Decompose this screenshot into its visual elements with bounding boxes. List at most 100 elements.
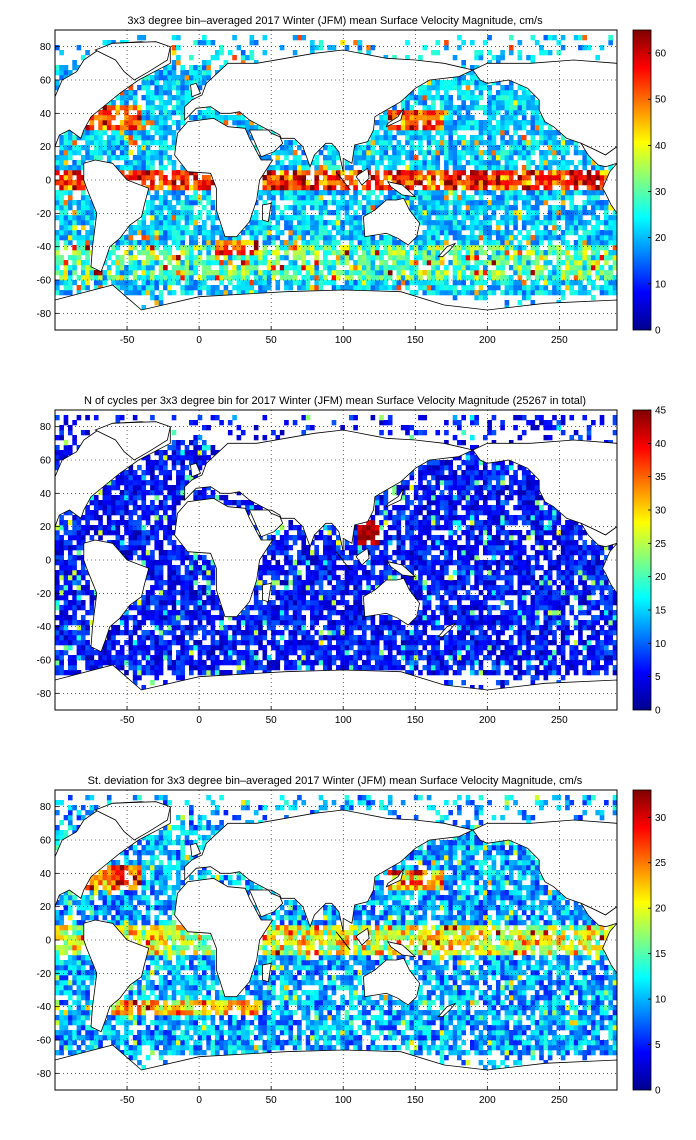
heatmap-cell	[374, 160, 380, 166]
heatmap-cell	[167, 615, 173, 621]
heatmap-cell	[409, 145, 415, 151]
heatmap-cell	[418, 135, 423, 141]
heatmap-cell	[595, 645, 600, 651]
heatmap-cell	[599, 655, 605, 661]
heatmap-cell	[318, 610, 324, 616]
heatmap-cell	[171, 145, 177, 151]
heatmap-cell	[495, 185, 501, 191]
heatmap-cell	[55, 655, 60, 661]
heatmap-cell	[457, 635, 462, 641]
heatmap-cell	[526, 285, 531, 291]
heatmap-cell	[465, 215, 471, 221]
heatmap-cell	[310, 250, 315, 256]
heatmap-cell	[141, 135, 147, 141]
heatmap-cell	[102, 640, 108, 646]
heatmap-cell	[301, 225, 307, 231]
heatmap-cell	[530, 115, 536, 121]
heatmap-cell	[305, 265, 311, 271]
heatmap-cell	[305, 250, 311, 256]
heatmap-cell	[495, 280, 501, 286]
heatmap-cell	[495, 175, 501, 181]
heatmap-cell	[336, 630, 341, 636]
heatmap-cell	[413, 170, 419, 176]
heatmap-cell	[418, 90, 423, 96]
heatmap-cell	[400, 280, 406, 286]
heatmap-cell	[124, 620, 129, 626]
heatmap-cell	[400, 265, 406, 271]
heatmap-cell	[426, 125, 432, 131]
heatmap-cell	[474, 215, 479, 221]
heatmap-cell	[98, 150, 103, 156]
heatmap-cell	[539, 630, 544, 636]
heatmap-cell	[336, 625, 341, 631]
heatmap-cell	[543, 665, 549, 671]
heatmap-cell	[604, 175, 609, 181]
heatmap-cell	[534, 140, 540, 146]
heatmap-cell	[214, 50, 220, 56]
heatmap-cell	[115, 665, 121, 671]
heatmap-cell	[201, 185, 207, 191]
heatmap-cell	[439, 260, 445, 266]
heatmap-cell	[158, 645, 164, 651]
heatmap-cell	[72, 170, 77, 176]
heatmap-cell	[158, 200, 164, 206]
heatmap-cell	[478, 620, 484, 626]
heatmap-cell	[452, 235, 458, 241]
heatmap-cell	[547, 240, 553, 246]
heatmap-cell	[141, 260, 147, 266]
heatmap-cell	[301, 200, 307, 206]
heatmap-cell	[85, 125, 90, 131]
heatmap-cell	[80, 630, 86, 636]
heatmap-cell	[262, 665, 268, 671]
heatmap-cell	[599, 245, 605, 251]
heatmap-cell	[396, 150, 402, 156]
heatmap-cell	[452, 645, 458, 651]
heatmap-cell	[526, 270, 531, 276]
heatmap-cell	[201, 115, 207, 121]
heatmap-cell	[431, 150, 436, 156]
heatmap-cell	[206, 650, 211, 656]
coastline	[385, 108, 405, 128]
heatmap-cell	[504, 280, 510, 286]
heatmap-cell	[219, 635, 224, 641]
heatmap-cell	[470, 210, 475, 216]
heatmap-cell	[556, 665, 562, 671]
heatmap-cell	[288, 195, 294, 201]
heatmap-cell	[465, 265, 471, 271]
heatmap-cell	[582, 200, 588, 206]
heatmap-cell	[560, 250, 566, 256]
heatmap-cell	[106, 115, 112, 121]
heatmap-cell	[426, 620, 432, 626]
heatmap-cell	[474, 250, 479, 256]
heatmap-cell	[500, 125, 505, 131]
heatmap-cell	[582, 665, 588, 671]
heatmap-cell	[586, 160, 592, 166]
heatmap-cell	[474, 155, 479, 161]
heatmap-cell	[530, 95, 536, 101]
heatmap-cell	[465, 615, 471, 621]
heatmap-cell	[435, 140, 441, 146]
heatmap-cell	[530, 110, 536, 116]
heatmap-cell	[141, 290, 147, 296]
heatmap-cell	[318, 190, 324, 196]
heatmap-cell	[67, 280, 73, 286]
heatmap-cell	[465, 110, 471, 116]
heatmap-cell	[565, 670, 570, 676]
heatmap-cell	[422, 605, 428, 611]
heatmap-cell	[565, 285, 570, 291]
heatmap-cell	[184, 290, 190, 296]
heatmap-cell	[452, 210, 458, 216]
heatmap-cell	[158, 195, 164, 201]
heatmap-cell	[327, 660, 332, 666]
colorbar-tick-label: 20	[655, 233, 667, 244]
heatmap-cell	[344, 230, 350, 236]
heatmap-cell	[327, 240, 332, 246]
heatmap-cell	[595, 635, 600, 641]
heatmap-cell	[271, 250, 276, 256]
heatmap-cell	[284, 655, 289, 661]
heatmap-cell	[431, 190, 436, 196]
heatmap-cell	[258, 230, 263, 236]
heatmap-cell	[387, 245, 393, 251]
heatmap-cell	[310, 235, 315, 241]
heatmap-cell	[470, 640, 475, 646]
